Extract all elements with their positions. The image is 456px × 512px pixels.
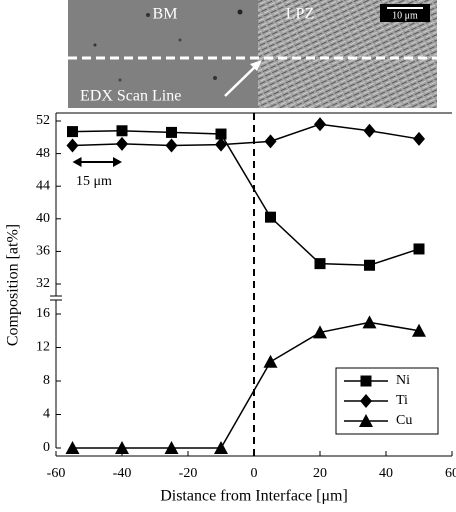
marker-diamond xyxy=(66,138,79,153)
marker-triangle xyxy=(263,354,278,368)
y-tick-label: 36 xyxy=(36,244,50,259)
marker-triangle xyxy=(412,323,426,337)
scan-line-label: EDX Scan Line xyxy=(80,88,181,105)
y-tick-label: 0 xyxy=(43,440,50,455)
scale-arrow-head xyxy=(113,157,122,167)
marker-diamond xyxy=(360,394,372,408)
legend-label: Ti xyxy=(396,393,408,408)
marker-square xyxy=(215,128,227,140)
bm-region xyxy=(68,0,258,108)
marker-triangle xyxy=(164,441,179,454)
marker-triangle xyxy=(359,414,373,427)
marker-triangle xyxy=(313,325,327,339)
series-line xyxy=(72,123,420,147)
marker-diamond xyxy=(314,117,326,132)
micrograph: BM LPZ 10 μm EDX Scan Line xyxy=(68,0,437,108)
annotation: 15 μm xyxy=(76,174,112,189)
x-axis-title: Distance from Interface [μm] xyxy=(160,488,348,505)
marker-square xyxy=(364,259,375,271)
marker-diamond xyxy=(413,131,425,146)
marker-triangle xyxy=(214,441,228,454)
marker-diamond xyxy=(363,123,376,138)
y-tick-label: 4 xyxy=(43,407,50,422)
x-tick-label: -20 xyxy=(179,466,198,481)
marker-triangle xyxy=(115,441,129,454)
y-tick-label: 32 xyxy=(36,276,50,291)
y-tick-label: 48 xyxy=(36,146,50,161)
series-line xyxy=(72,130,420,267)
marker-square xyxy=(360,375,372,387)
legend-label: Ni xyxy=(396,373,410,388)
scale-arrow-head xyxy=(72,157,82,167)
x-tick-label: -60 xyxy=(47,466,66,481)
arrow xyxy=(224,63,259,97)
bm-label: BM xyxy=(153,6,178,23)
x-tick-label: 60 xyxy=(445,466,456,481)
x-tick-label: 0 xyxy=(251,466,258,481)
marker-square xyxy=(116,125,128,137)
marker-square xyxy=(67,126,78,138)
x-tick-label: 40 xyxy=(379,466,393,481)
scale-bar-label: 10 μm xyxy=(392,10,418,21)
marker-diamond xyxy=(116,136,128,151)
legend-label: Cu xyxy=(396,413,412,428)
y-tick-label: 12 xyxy=(36,340,50,355)
marker-diamond xyxy=(264,134,277,149)
marker-square xyxy=(166,126,177,138)
series-line xyxy=(72,321,420,449)
y-tick-label: 40 xyxy=(36,211,50,226)
y-tick-label: 52 xyxy=(36,113,50,128)
x-tick-label: -40 xyxy=(113,466,132,481)
marker-square xyxy=(265,211,276,223)
y-tick-label: 8 xyxy=(43,373,50,388)
x-tick-label: 20 xyxy=(313,466,327,481)
marker-triangle xyxy=(362,315,377,329)
marker-triangle xyxy=(65,441,80,454)
y-tick-label: 16 xyxy=(36,306,50,321)
marker-diamond xyxy=(215,137,227,152)
marker-square xyxy=(314,258,326,270)
arrow-head xyxy=(250,60,262,71)
marker-diamond xyxy=(165,138,178,153)
y-tick-label: 44 xyxy=(36,178,50,193)
marker-square xyxy=(413,243,425,255)
lpz-label: LPZ xyxy=(286,6,314,23)
y-axis-title: Composition [at%] xyxy=(5,224,22,346)
